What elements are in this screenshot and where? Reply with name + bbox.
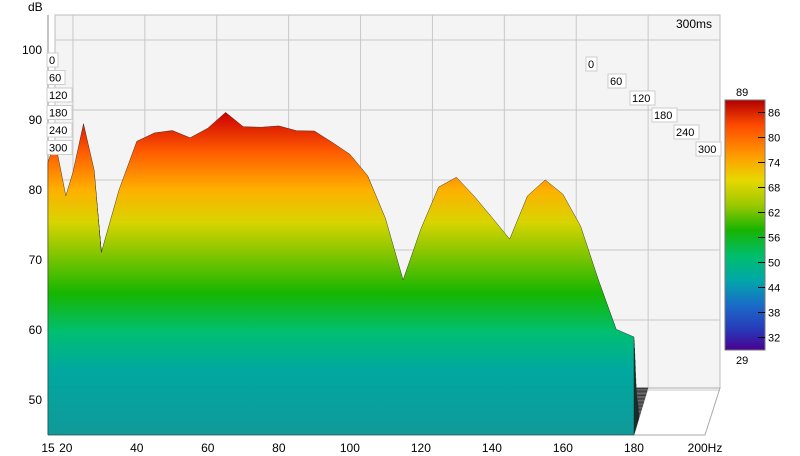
- time-tick-box: [651, 107, 678, 123]
- time-ticks: 0 60 120 180 240 300 0 60 120 180 240 300: [46, 52, 722, 157]
- colorbar-tick-label: 80: [768, 133, 780, 145]
- time-tick-box: [46, 87, 73, 103]
- y-tick-label: 80: [29, 183, 43, 197]
- colorbar-tick-label: 38: [768, 308, 780, 320]
- x-tick-label: 180: [624, 441, 644, 455]
- time-tick-box: [607, 73, 627, 89]
- time-tick-left: 240: [49, 125, 67, 137]
- y-tick-label: 70: [29, 253, 43, 267]
- time-tick-box: [695, 141, 722, 157]
- time-label: 300ms: [676, 17, 712, 31]
- x-ticks: 15 20 40 60 80 100 120 140 160 180 200Hz: [41, 441, 722, 455]
- x-tick-label: 40: [130, 441, 144, 455]
- colorbar-tick-label: 44: [768, 283, 780, 295]
- x-tick-label: 80: [272, 441, 286, 455]
- x-tick-label: 160: [553, 441, 573, 455]
- time-tick-left: 300: [49, 143, 67, 155]
- time-tick-box: [46, 122, 73, 138]
- colorbar-tick-label: 62: [768, 208, 780, 220]
- time-tick-right: 0: [588, 59, 594, 71]
- time-tick-box: [46, 70, 66, 85]
- x-tick-label: 200Hz: [688, 441, 723, 455]
- time-tick-left: 120: [49, 90, 67, 102]
- x-tick-label: 120: [411, 441, 431, 455]
- y-tick-label: 90: [29, 113, 43, 127]
- x-tick-label: 100: [340, 441, 360, 455]
- colorbar-tick-label: 56: [768, 233, 780, 245]
- colorbar-tick-label: 74: [768, 158, 780, 170]
- colorbar-tick-label: 32: [768, 333, 780, 345]
- time-tick-left: 60: [49, 73, 61, 85]
- colorbar-tick-label: 68: [768, 183, 780, 195]
- time-tick-left: 180: [49, 108, 67, 120]
- time-tick-right: 240: [676, 127, 694, 139]
- x-tick-label: 140: [482, 441, 502, 455]
- y-tick-label: 60: [29, 323, 43, 337]
- x-tick-label: 15: [41, 441, 55, 455]
- y-tick-label: 50: [29, 393, 43, 407]
- colorbar-gradient: [724, 99, 766, 351]
- y-ticks: 100 90 80 70 60 50: [22, 43, 42, 407]
- y-tick-label: 100: [22, 43, 42, 57]
- colorbar: 89 29 86 80 74 68 62 56 50 44 38 32: [724, 87, 780, 367]
- colorbar-max-label: 89: [736, 87, 748, 99]
- surface: [47, 112, 649, 436]
- time-tick-left: 0: [49, 55, 55, 67]
- time-tick-box: [673, 124, 700, 140]
- time-tick-box: [46, 140, 73, 155]
- time-tick-box: [585, 56, 598, 72]
- axes: dB 300ms: [28, 0, 712, 31]
- time-tick-right: 300: [698, 144, 716, 156]
- time-tick-right: 180: [654, 110, 672, 122]
- colorbar-tick-label: 50: [768, 258, 780, 270]
- y-unit-label: dB: [28, 0, 43, 14]
- x-tick-label: 60: [201, 441, 215, 455]
- time-tick-right: 120: [632, 93, 650, 105]
- time-tick-right: 60: [610, 76, 622, 88]
- x-tick-label: 20: [59, 441, 73, 455]
- time-tick-box: [46, 52, 59, 68]
- surface-slice: [47, 112, 635, 436]
- time-tick-box: [46, 105, 73, 120]
- colorbar-min-label: 29: [736, 355, 748, 367]
- time-tick-box: [629, 90, 656, 106]
- colorbar-tick-label: 86: [768, 108, 780, 120]
